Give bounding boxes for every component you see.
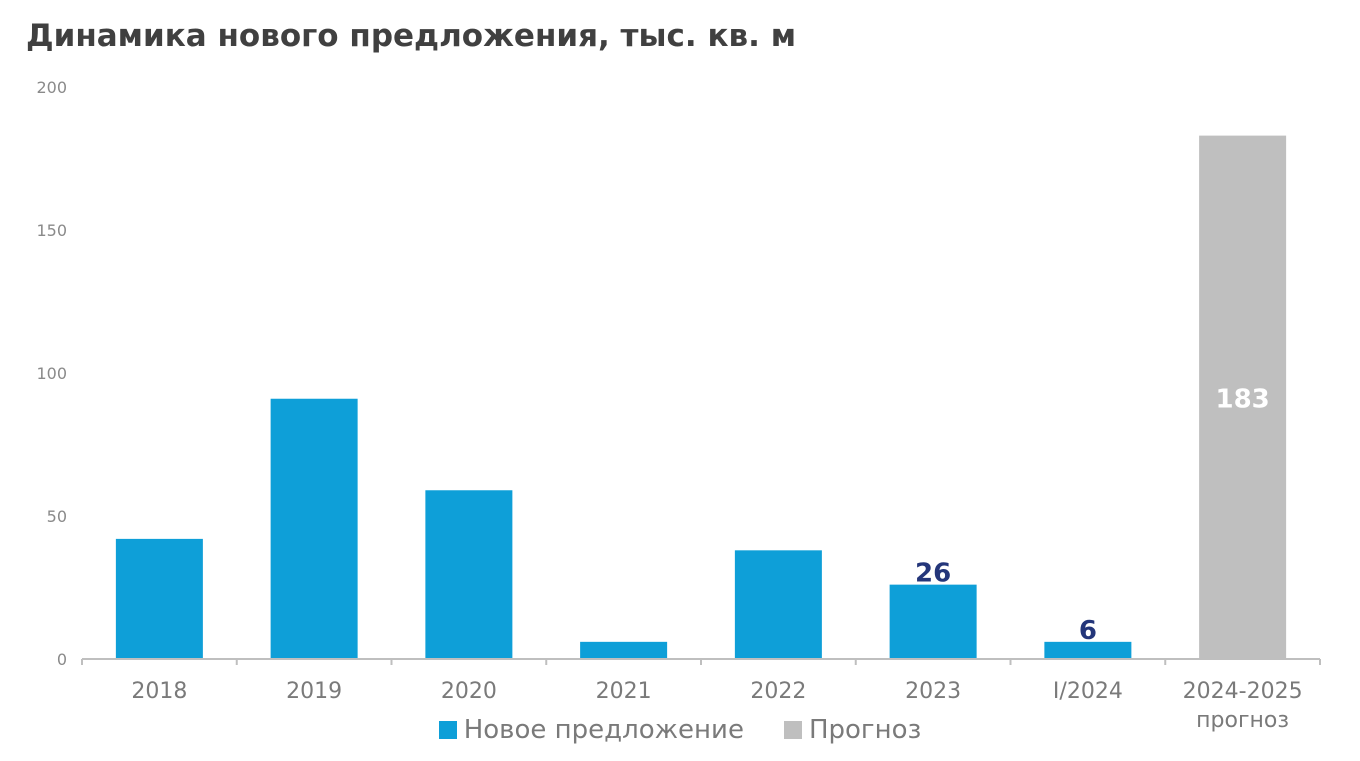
x-tick-label: 2018: [131, 679, 187, 704]
x-tick-label: 2019: [286, 679, 342, 704]
y-tick-label: 100: [36, 364, 67, 383]
data-label: 26: [915, 559, 951, 589]
bar: [889, 584, 977, 659]
chart-title: Динамика нового предложения, тыс. кв. м: [26, 18, 797, 54]
bar: [270, 398, 358, 659]
x-tick-label: 2024-2025 прогноз: [1183, 679, 1303, 733]
bar: [1044, 641, 1132, 659]
x-tick-label: 2021: [596, 679, 652, 704]
x-axis-labels: 2018 2019 2020 2021 2022 2023 I/2024 2024-2025 п…: [131, 679, 1302, 733]
bars: [115, 135, 1287, 659]
legend: Новое предложение Прогноз: [0, 713, 1360, 747]
y-tick-label: 200: [36, 78, 67, 97]
x-tick-label: 2020: [441, 679, 497, 704]
legend-swatch: [783, 721, 802, 739]
data-labels: 26 6 183: [915, 384, 1270, 646]
x-tick-label: 2023: [905, 679, 961, 704]
legend-label: Прогноз: [808, 715, 922, 745]
bar: [734, 550, 822, 659]
y-axis-ticks: 0 50 100 150 200: [36, 78, 67, 669]
bar: [425, 490, 513, 659]
legend-swatch: [438, 721, 457, 739]
legend-item: Новое предложение: [438, 715, 744, 745]
legend-label: Новое предложение: [463, 715, 744, 745]
data-label: 183: [1215, 384, 1269, 414]
bar: [580, 641, 668, 659]
x-axis: [81, 658, 1321, 665]
legend-item: Прогноз: [783, 715, 922, 745]
y-tick-label: 0: [57, 650, 67, 669]
bar: [1199, 135, 1287, 659]
x-tick-label: I/2024: [1053, 679, 1123, 704]
data-label: 6: [1079, 616, 1097, 646]
y-tick-label: 50: [47, 507, 67, 526]
x-tick-label: 2022: [750, 679, 806, 704]
bar: [115, 538, 203, 659]
y-tick-label: 150: [36, 221, 67, 240]
